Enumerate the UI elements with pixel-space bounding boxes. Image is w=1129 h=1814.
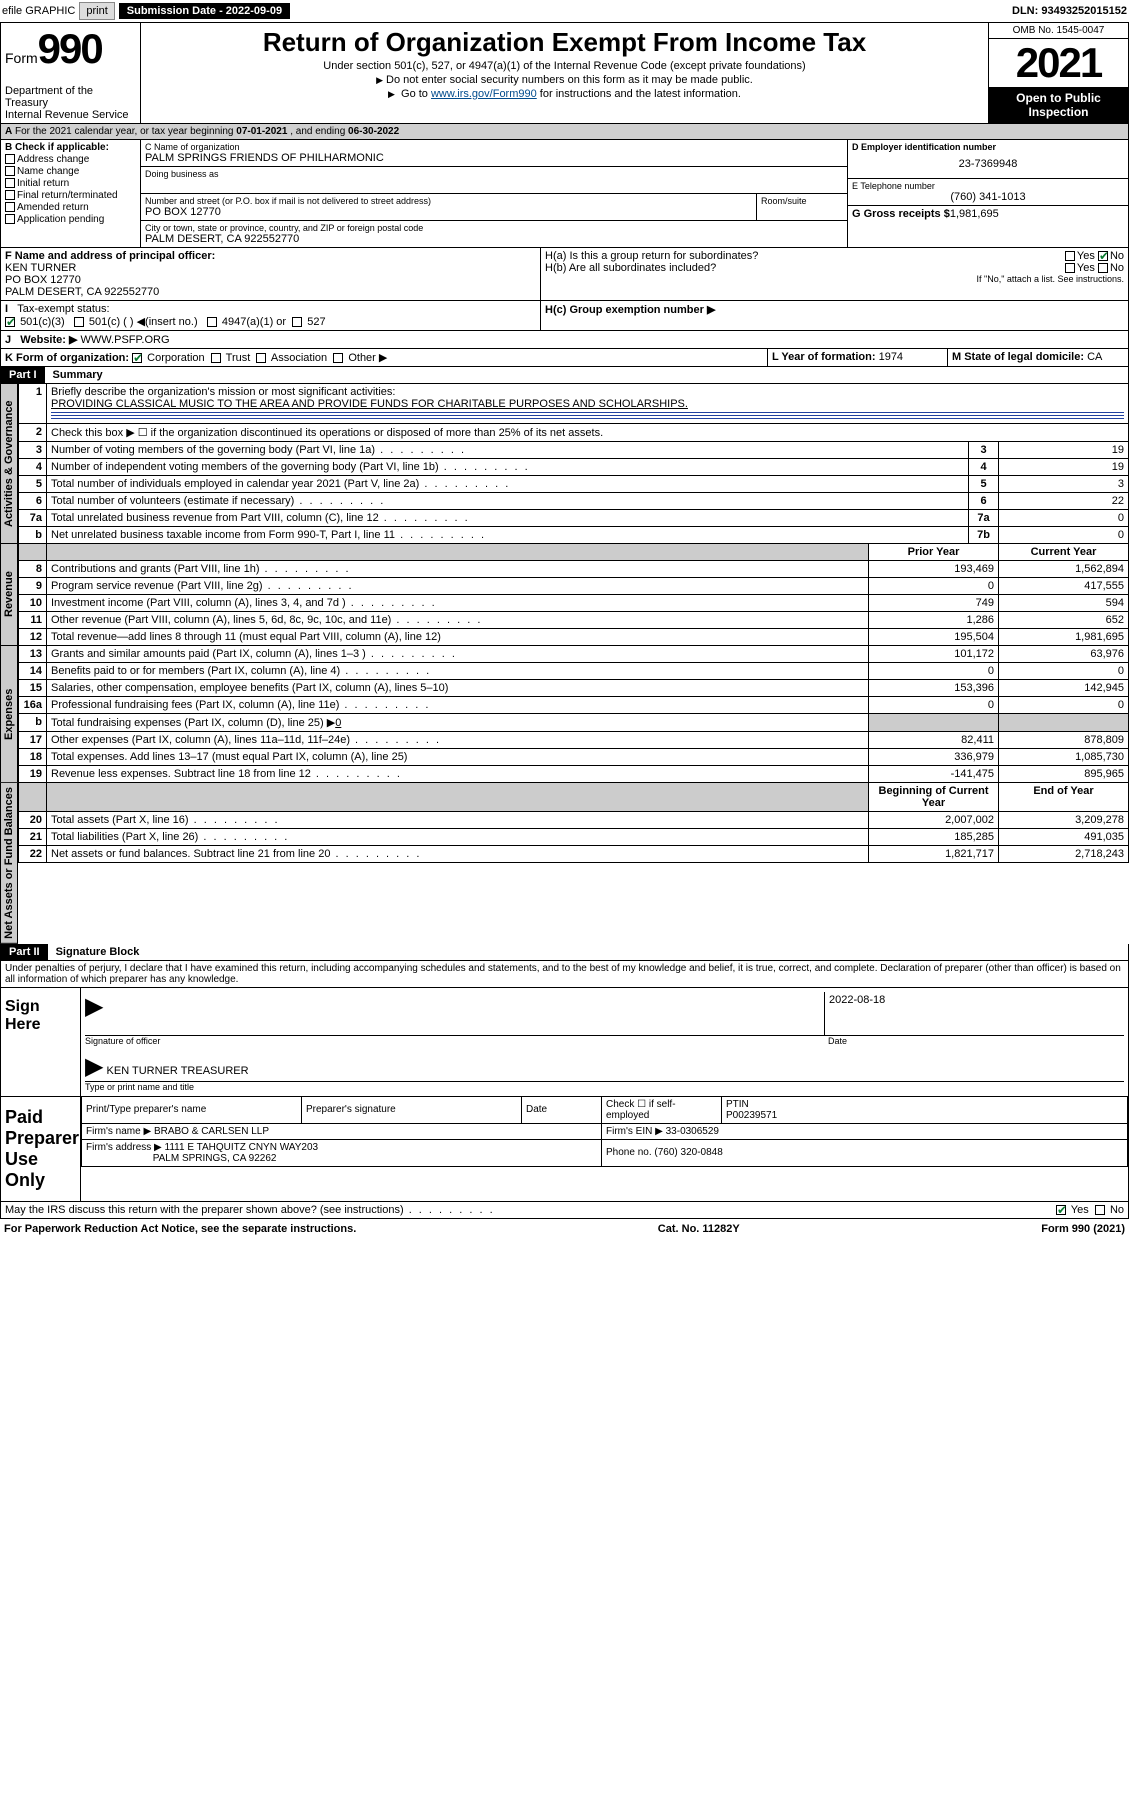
netassets-table: Beginning of Current YearEnd of Year 20T… xyxy=(18,783,1129,863)
sig-date: 2022-08-18 xyxy=(829,994,1120,1006)
chk-pending[interactable]: Application pending xyxy=(5,214,136,225)
chk-final[interactable]: Final return/terminated xyxy=(5,190,136,201)
expenses-table: 13Grants and similar amounts paid (Part … xyxy=(18,646,1129,783)
top-bar: efile GRAPHIC print Submission Date - 20… xyxy=(0,0,1129,23)
tax-period: A For the 2021 calendar year, or tax yea… xyxy=(0,124,1129,140)
officer-printed: KEN TURNER TREASURER xyxy=(107,1065,249,1077)
org-address: PO BOX 12770 xyxy=(145,206,752,218)
chk-name[interactable]: Name change xyxy=(5,166,136,177)
chk-501c3[interactable] xyxy=(5,317,15,327)
chk-initial[interactable]: Initial return xyxy=(5,178,136,189)
org-city: PALM DESERT, CA 922552770 xyxy=(145,233,843,245)
note-ssn: Do not enter social security numbers on … xyxy=(145,74,984,86)
domicile: CA xyxy=(1087,351,1102,363)
tab-revenue: Revenue xyxy=(0,544,18,646)
form-header: Form990 Department of the Treasury Inter… xyxy=(0,23,1129,124)
year-formed: 1974 xyxy=(879,351,903,363)
ein: 23-7369948 xyxy=(852,152,1124,176)
chk-address[interactable]: Address change xyxy=(5,154,136,165)
efile-label: efile GRAPHIC xyxy=(2,5,75,17)
irs-link[interactable]: www.irs.gov/Form990 xyxy=(431,88,537,100)
box-f-label: F Name and address of principal officer: xyxy=(5,250,536,262)
box-c-label: C Name of organization xyxy=(145,142,843,152)
org-name: PALM SPRINGS FRIENDS OF PHILHARMONIC xyxy=(145,152,843,164)
paid-preparer-block: Paid Preparer Use Only Print/Type prepar… xyxy=(0,1097,1129,1202)
entity-block: B Check if applicable: Address change Na… xyxy=(0,140,1129,248)
phone: (760) 341-1013 xyxy=(852,191,1124,203)
chk-discuss-yes[interactable] xyxy=(1056,1205,1066,1215)
tax-exempt-row: I Tax-exempt status: 501(c)(3) 501(c) ( … xyxy=(0,301,1129,331)
box-d-label: D Employer identification number xyxy=(852,142,1124,152)
discuss-row: May the IRS discuss this return with the… xyxy=(0,1202,1129,1219)
officer-group-block: F Name and address of principal officer:… xyxy=(0,248,1129,301)
mission: PROVIDING CLASSICAL MUSIC TO THE AREA AN… xyxy=(51,398,688,410)
officer-name: KEN TURNER xyxy=(5,262,536,274)
part1-header: Part I Summary xyxy=(0,367,1129,384)
ptin: P00239571 xyxy=(726,1110,777,1121)
chk-amended[interactable]: Amended return xyxy=(5,202,136,213)
tab-governance: Activities & Governance xyxy=(0,384,18,544)
print-button[interactable]: print xyxy=(79,2,114,20)
omb-number: OMB No. 1545-0047 xyxy=(989,23,1128,39)
h-c: H(c) Group exemption number ▶ xyxy=(541,301,1128,330)
h-a: H(a) Is this a group return for subordin… xyxy=(545,250,1124,262)
website: WWW.PSFP.ORG xyxy=(81,334,170,346)
part2-header: Part II Signature Block xyxy=(0,944,1129,961)
klm-row: K Form of organization: Corporation Trus… xyxy=(0,349,1129,367)
sign-here-block: Sign Here ▶ 2022-08-18 Signature of offi… xyxy=(0,988,1129,1097)
open-public: Open to Public Inspection xyxy=(989,87,1128,123)
form-subtitle: Under section 501(c), 527, or 4947(a)(1)… xyxy=(145,60,984,72)
gross-receipts: 1,981,695 xyxy=(950,208,999,220)
dept-treasury: Department of the Treasury Internal Reve… xyxy=(5,85,136,121)
dba-label: Doing business as xyxy=(145,169,843,179)
revenue-table: Prior YearCurrent Year 8Contributions an… xyxy=(18,544,1129,646)
tab-netassets: Net Assets or Fund Balances xyxy=(0,783,18,944)
tab-expenses: Expenses xyxy=(0,646,18,783)
form-title: Return of Organization Exempt From Incom… xyxy=(145,27,984,58)
governance-table: 1 Briefly describe the organization's mi… xyxy=(18,384,1129,544)
tax-year: 2021 xyxy=(989,39,1128,87)
submission-date: Submission Date - 2022-09-09 xyxy=(119,3,290,19)
prep-phone: (760) 320-0848 xyxy=(654,1147,722,1158)
h-b: H(b) Are all subordinates included? Yes … xyxy=(545,262,1124,274)
form-number: Form990 xyxy=(5,25,136,73)
firm-ein: 33-0306529 xyxy=(666,1126,719,1137)
val-3: 19 xyxy=(999,442,1129,459)
note-link: Go to www.irs.gov/Form990 for instructio… xyxy=(145,88,984,100)
page-footer: For Paperwork Reduction Act Notice, see … xyxy=(0,1219,1129,1239)
dln: DLN: 93493252015152 xyxy=(1012,5,1127,17)
box-b: B Check if applicable: Address change Na… xyxy=(1,140,141,247)
chk-corp[interactable] xyxy=(132,353,142,363)
firm-name: BRABO & CARLSEN LLP xyxy=(154,1126,269,1137)
chk-discuss-no[interactable] xyxy=(1095,1205,1105,1215)
penalty-text: Under penalties of perjury, I declare th… xyxy=(0,961,1129,988)
website-row: J Website: ▶ WWW.PSFP.ORG xyxy=(0,331,1129,349)
